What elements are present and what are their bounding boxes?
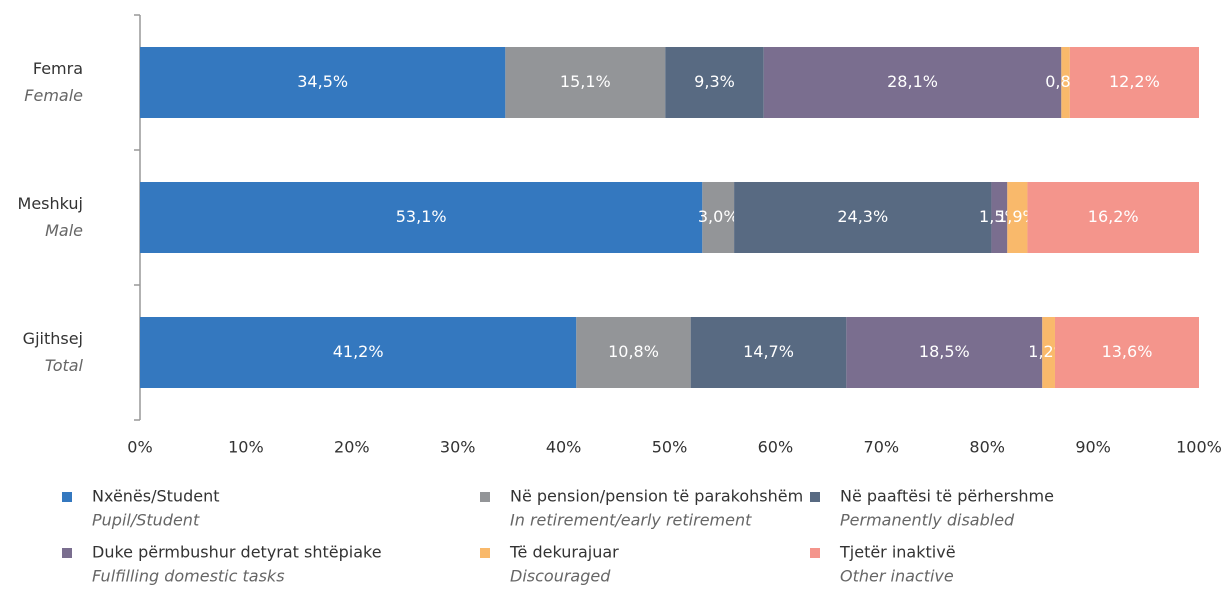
legend-swatch	[810, 492, 820, 502]
legend-swatch	[480, 492, 490, 502]
legend-swatch	[480, 548, 490, 558]
legend-label-en: Permanently disabled	[840, 511, 1015, 530]
value-label: 16,2%	[1088, 207, 1139, 226]
legend-label: Në pension/pension të parakohshëm	[510, 487, 803, 506]
value-label: 14,7%	[743, 342, 794, 361]
legend-label-en: In retirement/early retirement	[510, 511, 752, 530]
x-tick-label: 70%	[864, 438, 900, 457]
x-tick-label: 100%	[1176, 438, 1222, 457]
x-tick-label: 0%	[127, 438, 152, 457]
bar-segment	[140, 317, 577, 388]
x-tick-label: 20%	[334, 438, 370, 457]
legend-label: Duke përmbushur detyrat shtëpiake	[92, 543, 382, 562]
x-tick-label: 60%	[758, 438, 794, 457]
legend-label-en: Discouraged	[510, 567, 611, 586]
bar-segment	[763, 47, 1062, 118]
bar-segment	[665, 47, 764, 118]
bar-segment	[734, 182, 992, 253]
legend-label-en: Other inactive	[840, 567, 954, 586]
x-tick-label: 30%	[440, 438, 476, 457]
legend-label-en: Fulfilling domestic tasks	[92, 567, 285, 586]
category-label-en: Male	[45, 221, 83, 240]
legend-swatch	[810, 548, 820, 558]
legend-label: Nxënës/Student	[92, 487, 219, 506]
value-label: 3,0%	[698, 207, 739, 226]
x-tick-label: 10%	[228, 438, 264, 457]
value-label: 41,2%	[333, 342, 384, 361]
legend-swatch	[62, 492, 72, 502]
category-label: Femra	[33, 59, 83, 78]
value-label: 9,3%	[694, 72, 735, 91]
x-tick-label: 90%	[1075, 438, 1111, 457]
value-label: 53,1%	[396, 207, 447, 226]
bar-segment	[991, 182, 1008, 253]
category-label: Meshkuj	[18, 194, 83, 213]
category-label-en: Total	[45, 356, 84, 375]
value-label: 12,2%	[1109, 72, 1160, 91]
bar-segment	[702, 182, 735, 253]
bar-segment	[846, 317, 1043, 388]
legend-label: Të dekurajuar	[509, 543, 619, 562]
bar-segment	[576, 317, 691, 388]
legend-swatch	[62, 548, 72, 558]
bar-segment	[505, 47, 666, 118]
category-label: Gjithsej	[23, 329, 83, 348]
value-label: 18,5%	[919, 342, 970, 361]
value-label: 15,1%	[560, 72, 611, 91]
value-label: 34,5%	[297, 72, 348, 91]
category-label-en: Female	[24, 86, 83, 105]
bar-segment	[1069, 47, 1199, 118]
bar-segment	[140, 182, 703, 253]
value-label: 24,3%	[837, 207, 888, 226]
bar-segment	[1061, 47, 1070, 118]
bar-segment	[1054, 317, 1199, 388]
x-tick-label: 50%	[652, 438, 688, 457]
x-tick-label: 40%	[546, 438, 582, 457]
bar-segment	[1042, 317, 1055, 388]
bar-segment	[1027, 182, 1199, 253]
bar-segment	[1007, 182, 1028, 253]
x-tick-label: 80%	[969, 438, 1005, 457]
legend-label: Në paaftësi të përhershme	[840, 487, 1054, 506]
value-label: 28,1%	[887, 72, 938, 91]
value-label: 13,6%	[1102, 342, 1153, 361]
value-label: 10,8%	[608, 342, 659, 361]
legend-label-en: Pupil/Student	[92, 511, 200, 530]
bar-segment	[690, 317, 847, 388]
legend-label: Tjetër inaktivë	[839, 543, 956, 562]
bar-segment	[140, 47, 506, 118]
